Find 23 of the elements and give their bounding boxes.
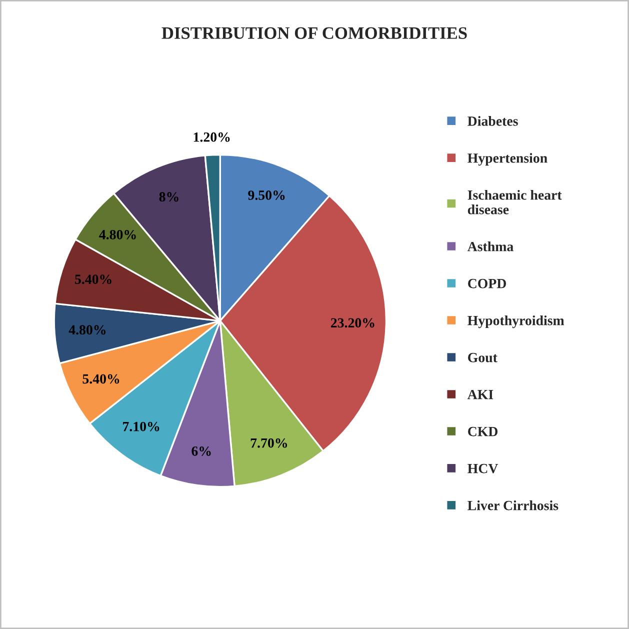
legend-label: Ischaemic heart disease xyxy=(468,190,562,214)
data-label: 1.20% xyxy=(194,132,230,142)
legend-label: COPD xyxy=(468,278,506,288)
data-label: 6% xyxy=(192,446,211,456)
data-label: 4.80% xyxy=(68,325,106,335)
data-label: 8% xyxy=(159,192,178,202)
legend-label: Asthma xyxy=(467,241,514,252)
data-label: 5.40% xyxy=(82,374,120,384)
data-label: 5.40% xyxy=(75,274,112,284)
legend-label: Liver Cirrhosis xyxy=(468,500,558,510)
legend-label: Hypertension xyxy=(468,153,548,166)
legend-label: AKI xyxy=(467,390,494,400)
data-label: 7.10% xyxy=(123,422,160,432)
legend-label: Hypothyroidism xyxy=(468,315,564,328)
data-label: 23.20% xyxy=(330,318,374,328)
data-label: 9.50% xyxy=(248,190,285,200)
chart-title: DISTRIBUTION OF COMORBIDITIES xyxy=(162,27,467,39)
data-label: 4.80% xyxy=(99,230,136,240)
legend-label: HCV xyxy=(468,464,498,474)
legend-label: Diabetes xyxy=(468,116,518,126)
legend-label: CKD xyxy=(468,426,498,436)
legend-label: Gout xyxy=(468,352,498,362)
data-label: 7.70% xyxy=(250,438,287,448)
